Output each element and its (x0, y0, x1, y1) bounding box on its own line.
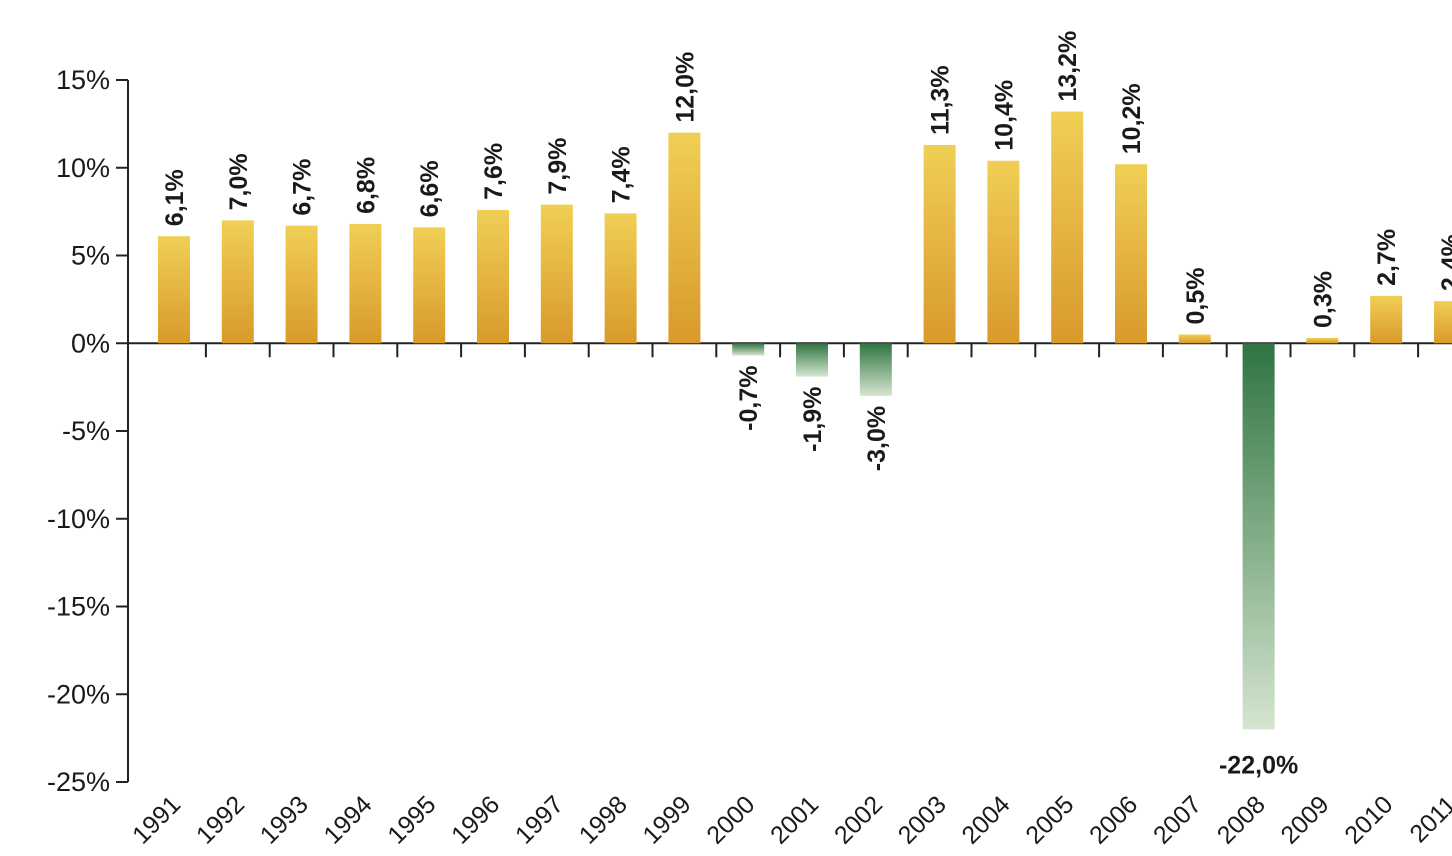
y-tick-label: -15% (47, 592, 110, 622)
y-tick-label: -25% (47, 767, 110, 797)
x-category-label: 1996 (446, 790, 505, 849)
bar-2006 (1115, 164, 1147, 344)
y-tick-label: -10% (47, 504, 110, 534)
x-category-label: 1992 (191, 790, 250, 849)
data-label: 7,9% (544, 138, 572, 195)
x-category-label: 2000 (701, 790, 760, 849)
data-label: -22,0% (1219, 751, 1298, 779)
x-category-label: 2002 (829, 790, 888, 849)
x-category-label: 2010 (1339, 790, 1398, 849)
x-category-label: 2009 (1276, 790, 1335, 849)
x-category-label: 1994 (319, 790, 378, 849)
x-category-label: 1999 (638, 790, 697, 849)
labels: 6,1% 1991 7,0% 1992 6,7% 1993 6,8% 1994 6,6% 1995… (127, 31, 1452, 850)
data-label: 6,6% (416, 160, 444, 217)
x-category-label: 2005 (1020, 790, 1079, 849)
data-label: -0,7% (735, 366, 763, 431)
y-tick-label: 10% (56, 153, 110, 183)
bar-1998 (604, 213, 637, 344)
bar-2009 (1306, 337, 1339, 344)
x-category-label: 2008 (1212, 790, 1271, 849)
data-label: 7,6% (480, 143, 508, 200)
bar-2011 (1434, 301, 1452, 344)
data-label: 6,1% (161, 169, 189, 226)
data-label: 7,0% (225, 153, 253, 210)
bar-2000 (732, 343, 765, 356)
bar-2010 (1370, 295, 1403, 344)
bar-1994 (349, 223, 382, 344)
data-label: 12,0% (671, 52, 699, 123)
bar-2008 (1242, 343, 1275, 730)
data-label: 6,7% (289, 159, 317, 216)
x-category-label: 1998 (574, 790, 633, 849)
data-label: 0,5% (1182, 267, 1210, 324)
bar-2003 (923, 144, 956, 344)
bar-2004 (987, 160, 1020, 344)
data-label: -3,0% (863, 406, 891, 471)
bar-1993 (285, 225, 318, 344)
x-category-label: 1995 (382, 790, 441, 849)
x-category-label: 2001 (765, 790, 824, 849)
data-label: 2,4% (1437, 234, 1452, 291)
y-tick-label: 0% (71, 328, 110, 358)
x-category-label: 2011 (1404, 790, 1452, 848)
x-category-label: 1997 (510, 790, 569, 849)
data-label: 0,3% (1309, 271, 1337, 328)
bar-1995 (413, 227, 446, 344)
data-label: 13,2% (1054, 31, 1082, 102)
x-category-label: 1993 (255, 790, 314, 849)
x-category-label: 2004 (957, 790, 1016, 849)
bar-2001 (796, 343, 828, 377)
axes: 15% 10% 5% 0% -5% -10% -15% -20% -25% (47, 65, 1452, 797)
data-label: 7,4% (608, 146, 636, 203)
data-label: 10,4% (990, 80, 1018, 151)
x-category-label: 2006 (1084, 790, 1143, 849)
bar-1997 (540, 204, 573, 344)
bar-1991 (158, 236, 190, 344)
y-tick-label: -5% (62, 416, 110, 446)
data-label: 11,3% (927, 65, 955, 135)
data-label: -1,9% (799, 387, 827, 452)
y-tick-label: 15% (56, 65, 110, 95)
data-label: 10,2% (1118, 83, 1146, 154)
x-category-label: 1991 (127, 790, 186, 849)
bar-2005 (1051, 111, 1084, 344)
x-category-label: 2007 (1148, 790, 1207, 849)
y-tick-label: 5% (71, 241, 110, 271)
bar-2007 (1178, 334, 1211, 344)
bar-2002 (859, 343, 892, 396)
x-category-label: 2003 (893, 790, 952, 849)
bars (158, 111, 1452, 730)
y-tick-label: -20% (47, 679, 110, 709)
bar-1992 (221, 220, 254, 344)
bar-1999 (668, 132, 701, 344)
bar-1996 (477, 209, 509, 344)
data-label: 6,8% (352, 157, 380, 214)
data-label: 2,7% (1373, 229, 1401, 286)
